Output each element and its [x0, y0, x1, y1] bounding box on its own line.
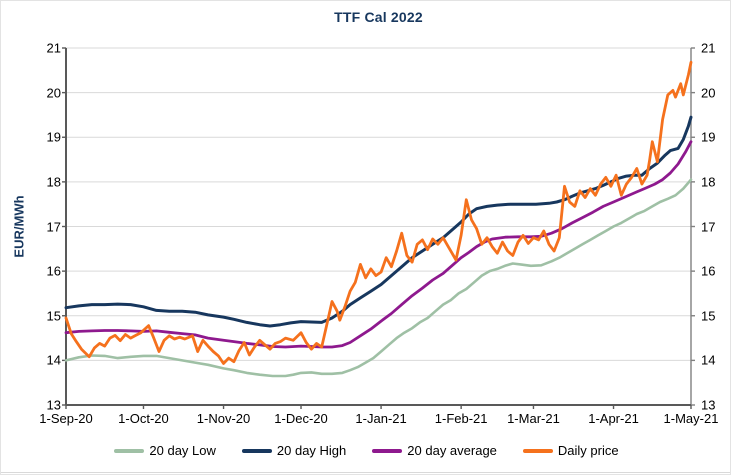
y-tick-label-right: 17 — [701, 219, 716, 234]
x-tick-label: 1-Dec-20 — [274, 411, 328, 426]
series-line-20-day-average — [64, 140, 693, 349]
chart-title: TTF Cal 2022 — [334, 9, 423, 25]
chart-legend: 20 day Low 20 day High 20 day average Daily… — [1, 443, 730, 458]
legend-item-20-day-high: 20 day High — [241, 443, 347, 458]
y-tick-label-right: 20 — [701, 85, 716, 101]
series-line-daily-price — [64, 60, 693, 365]
x-tick-label: 1-Oct-20 — [118, 411, 169, 426]
series-line-20-day-high — [64, 115, 693, 328]
x-tick-label: 1-Sep-20 — [39, 411, 93, 426]
legend-label: 20 day Low — [149, 443, 216, 458]
y-tick-label-right: 14 — [701, 352, 716, 368]
y-tick-label-left: 19 — [46, 129, 61, 145]
legend-label: Daily price — [557, 443, 619, 458]
y-tick-label-left: 20 — [46, 85, 61, 101]
legend-label: 20 day High — [276, 443, 347, 458]
legend-item-daily-price: Daily price — [522, 443, 619, 458]
y-tick-label-left: 17 — [46, 219, 61, 234]
x-tick-label: 1-Jan-21 — [355, 411, 407, 426]
legend-item-20-day-low: 20 day Low — [114, 443, 216, 458]
legend-swatch-icon — [522, 448, 553, 453]
x-tick-label: 1-Nov-20 — [196, 411, 251, 426]
y-tick-label-right: 16 — [701, 263, 716, 279]
bottom-divider — [1, 472, 730, 473]
legend-swatch-icon — [114, 448, 145, 453]
x-tick-label: 1-Mar-21 — [507, 411, 560, 426]
y-tick-label-left: 14 — [46, 352, 61, 368]
legend-swatch-icon — [372, 448, 403, 453]
y-tick-label-left: 16 — [46, 263, 61, 279]
x-tick-label: 1-Apr-21 — [588, 411, 639, 426]
legend-label: 20 day average — [407, 443, 497, 458]
y-tick-label-left: 21 — [46, 40, 61, 56]
legend-swatch-icon — [241, 448, 272, 453]
x-tick-label: 1-Feb-21 — [434, 411, 488, 426]
legend-item-20-day-average: 20 day average — [372, 443, 497, 458]
y-tick-label-right: 13 — [701, 397, 716, 413]
x-tick-label: 1-May-21 — [663, 411, 719, 426]
y-tick-label-left: 18 — [46, 174, 61, 190]
series-line-20-day-low — [64, 178, 693, 378]
y-tick-label-right: 21 — [701, 40, 716, 56]
y-tick-label-right: 15 — [701, 308, 716, 324]
y-tick-label-left: 15 — [46, 308, 61, 324]
y-tick-label-right: 19 — [701, 129, 716, 145]
y-tick-label-left: 13 — [46, 397, 61, 413]
y-tick-label-right: 18 — [701, 174, 716, 190]
